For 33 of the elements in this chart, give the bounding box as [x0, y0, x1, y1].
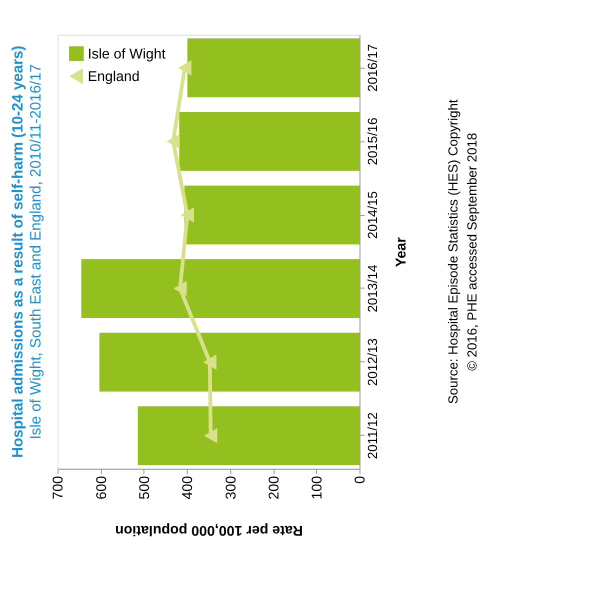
x-tick-label: 500 [136, 476, 152, 500]
y-tick-label: 2015/16 [364, 118, 380, 166]
y-tick-label: 2016/17 [364, 44, 380, 92]
bar [184, 186, 360, 244]
point [203, 354, 216, 370]
point [173, 280, 187, 296]
text: Hospital admissions as a result of self-harm (10-24 years) [10, 46, 27, 458]
x-tick-label: 700 [50, 476, 66, 500]
x-tick-label: 0 [352, 476, 368, 484]
x-tick-label: 100 [308, 476, 325, 500]
y-tick-label: 2011/12 [364, 412, 380, 460]
source-note: Source: Hospital Episode Statistics (HES) Copyright © 2016, PHE accessed September 2018 [446, 99, 480, 404]
bar [138, 406, 360, 466]
text: Isle of Wight, South East and England, 2010/11-2016/17 [28, 64, 45, 440]
bar [179, 112, 360, 171]
bar [99, 332, 360, 392]
y-tick-label: 2014/15 [364, 191, 380, 239]
bar [81, 259, 360, 318]
y-tick-label: 2012/13 [364, 338, 380, 386]
y-axis-title: Year [392, 236, 408, 268]
point [166, 134, 180, 150]
legend-label: England [88, 68, 140, 84]
bar [187, 38, 360, 98]
point [204, 428, 218, 444]
point [178, 60, 192, 76]
x-axis-title: Rate per 100,000 population [115, 522, 303, 539]
legend-label: Isle of Wight [88, 45, 166, 62]
point [180, 207, 194, 223]
x-tick-label: 200 [265, 476, 282, 500]
x-tick-label: 300 [222, 476, 238, 500]
y-tick-label: 2013/14 [364, 264, 380, 312]
x-tick-label: 400 [179, 476, 196, 500]
x-tick-label: 600 [92, 476, 109, 500]
